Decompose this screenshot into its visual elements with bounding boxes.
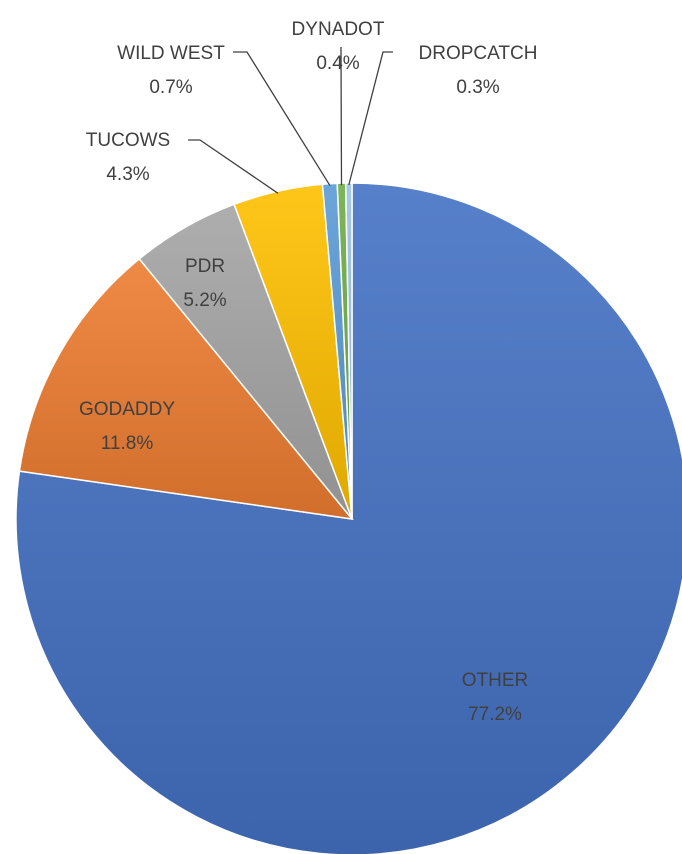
data-label-category-wild-west: WILD WEST bbox=[117, 43, 225, 64]
data-label-other: OTHER 77.2% bbox=[462, 670, 529, 725]
leader-lines bbox=[188, 47, 393, 194]
pie-slices bbox=[15, 182, 682, 854]
data-label-value-pdr: 5.2% bbox=[183, 290, 226, 311]
data-label-value-dropcatch: 0.3% bbox=[456, 77, 499, 98]
data-label-pdr: PDR 5.2% bbox=[183, 256, 226, 311]
data-label-value-tucows: 4.3% bbox=[106, 164, 149, 185]
data-label-dropcatch: DROPCATCH 0.3% bbox=[419, 43, 538, 98]
data-label-value-other: 77.2% bbox=[468, 704, 522, 725]
leader-line-tucows bbox=[188, 139, 279, 194]
data-label-dynadot: DYNADOT 0.4% bbox=[292, 19, 385, 74]
data-label-tucows: TUCOWS 4.3% bbox=[86, 130, 170, 185]
data-label-category-other: OTHER bbox=[462, 670, 529, 691]
data-label-category-dynadot: DYNADOT bbox=[292, 19, 385, 40]
data-label-wild-west: WILD WEST 0.7% bbox=[117, 43, 225, 98]
leader-line-wild-west bbox=[233, 51, 331, 187]
leader-line-dynadot bbox=[340, 47, 343, 186]
data-label-value-wild-west: 0.7% bbox=[149, 77, 192, 98]
leader-line-dropcatch bbox=[348, 51, 393, 186]
data-labels: OTHER 77.2% GODADDY 11.8% PDR 5.2% TUCOWS 4.3% W… bbox=[79, 19, 538, 725]
data-label-value-dynadot: 0.4% bbox=[316, 53, 359, 74]
data-label-category-pdr: PDR bbox=[185, 256, 225, 277]
pie-slice-godaddy bbox=[18, 257, 354, 521]
pie-slice-other bbox=[15, 182, 682, 854]
data-label-value-godaddy: 11.8% bbox=[101, 433, 154, 454]
data-label-category-tucows: TUCOWS bbox=[86, 130, 170, 151]
data-label-godaddy: GODADDY 11.8% bbox=[79, 399, 175, 454]
data-label-category-dropcatch: DROPCATCH bbox=[419, 43, 538, 64]
data-label-category-godaddy: GODADDY bbox=[79, 399, 175, 420]
